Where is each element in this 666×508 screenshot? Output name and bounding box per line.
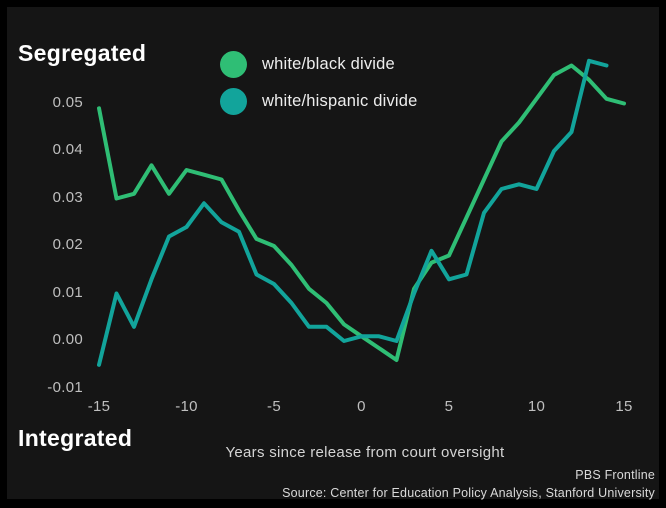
series-line-white-black [97,63,626,362]
attribution-text: PBS Frontline [575,468,655,482]
source-text: Source: Center for Education Policy Anal… [282,486,655,500]
chart-panel: Segregated white/black divide white/hisp… [7,7,659,500]
y-tick-label: 0.02 [52,236,83,253]
chart-legend: white/black divide white/hispanic divide [220,50,418,124]
series-line-white-hispanic [97,58,609,367]
legend-label: white/hispanic divide [262,91,418,110]
x-tick-label: 15 [615,398,633,415]
y-tick-label: 0.05 [52,93,83,111]
legend-swatch-green [220,50,247,78]
line-chart-canvas [97,58,626,367]
x-axis-title: Years since release from court oversight [225,444,505,461]
y-tick-label: 0.01 [52,283,83,301]
legend-item-white-black: white/black divide [220,50,418,78]
y-tick-label: -0.01 [47,378,83,396]
y-tick-label: 0.04 [52,141,83,158]
x-tick-label: 5 [444,398,454,415]
segregated-axis-anchor-label: Segregated [18,40,147,66]
y-tick-label: 0.03 [52,188,83,206]
legend-label: white/black divide [262,54,395,73]
x-tick-label: -5 [267,398,281,415]
x-tick-label: 0 [357,398,366,415]
x-tick-label: 10 [527,398,546,415]
integrated-axis-anchor-label: Integrated [18,425,133,451]
legend-item-white-hispanic: white/hispanic divide [220,87,418,115]
y-tick-label: 0.00 [52,331,83,348]
x-tick-label: -15 [87,398,111,415]
x-tick-label: -10 [175,398,198,415]
legend-swatch-teal [220,87,247,115]
